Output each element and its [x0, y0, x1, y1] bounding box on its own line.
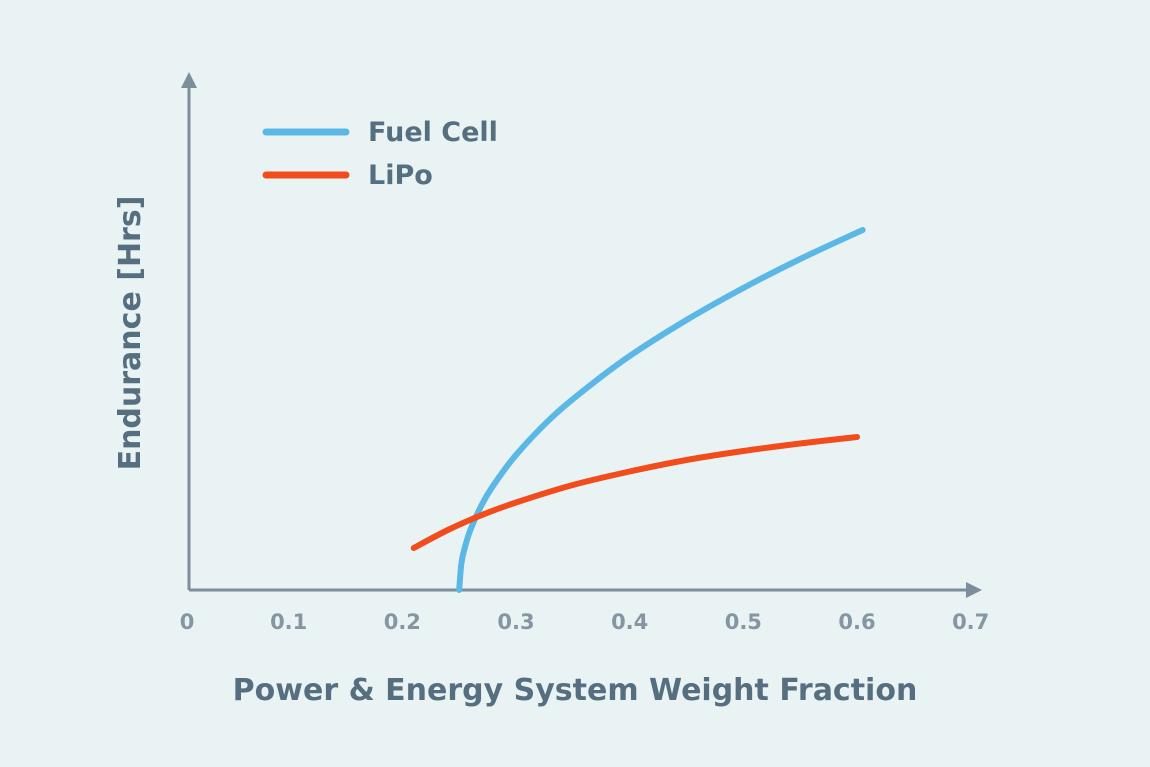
x-tick-label: 0.6: [838, 610, 875, 634]
x-tick-label: 0.4: [611, 610, 648, 634]
series-line-fuel-cell: [456, 227, 866, 593]
y-axis-arrow-icon: [181, 72, 197, 88]
x-tick-label: 0: [180, 610, 195, 634]
axes: [181, 72, 982, 598]
series-line-lipo: [410, 434, 860, 551]
x-axis-arrow-icon: [966, 582, 982, 598]
x-tick-label: 0.3: [497, 610, 534, 634]
legend-label-fuel-cell: Fuel Cell: [368, 117, 498, 148]
x-tick-label: 0.1: [270, 610, 307, 634]
x-tick-label: 0.5: [725, 610, 762, 634]
legend: Fuel Cell LiPo: [262, 117, 498, 191]
x-tick-label: 0.7: [952, 610, 989, 634]
x-tick-label: 0.2: [384, 610, 421, 634]
y-axis-label: Endurance [Hrs]: [113, 196, 148, 471]
legend-label-lipo: LiPo: [368, 160, 433, 191]
x-axis-label: Power & Energy System Weight Fraction: [233, 673, 918, 708]
